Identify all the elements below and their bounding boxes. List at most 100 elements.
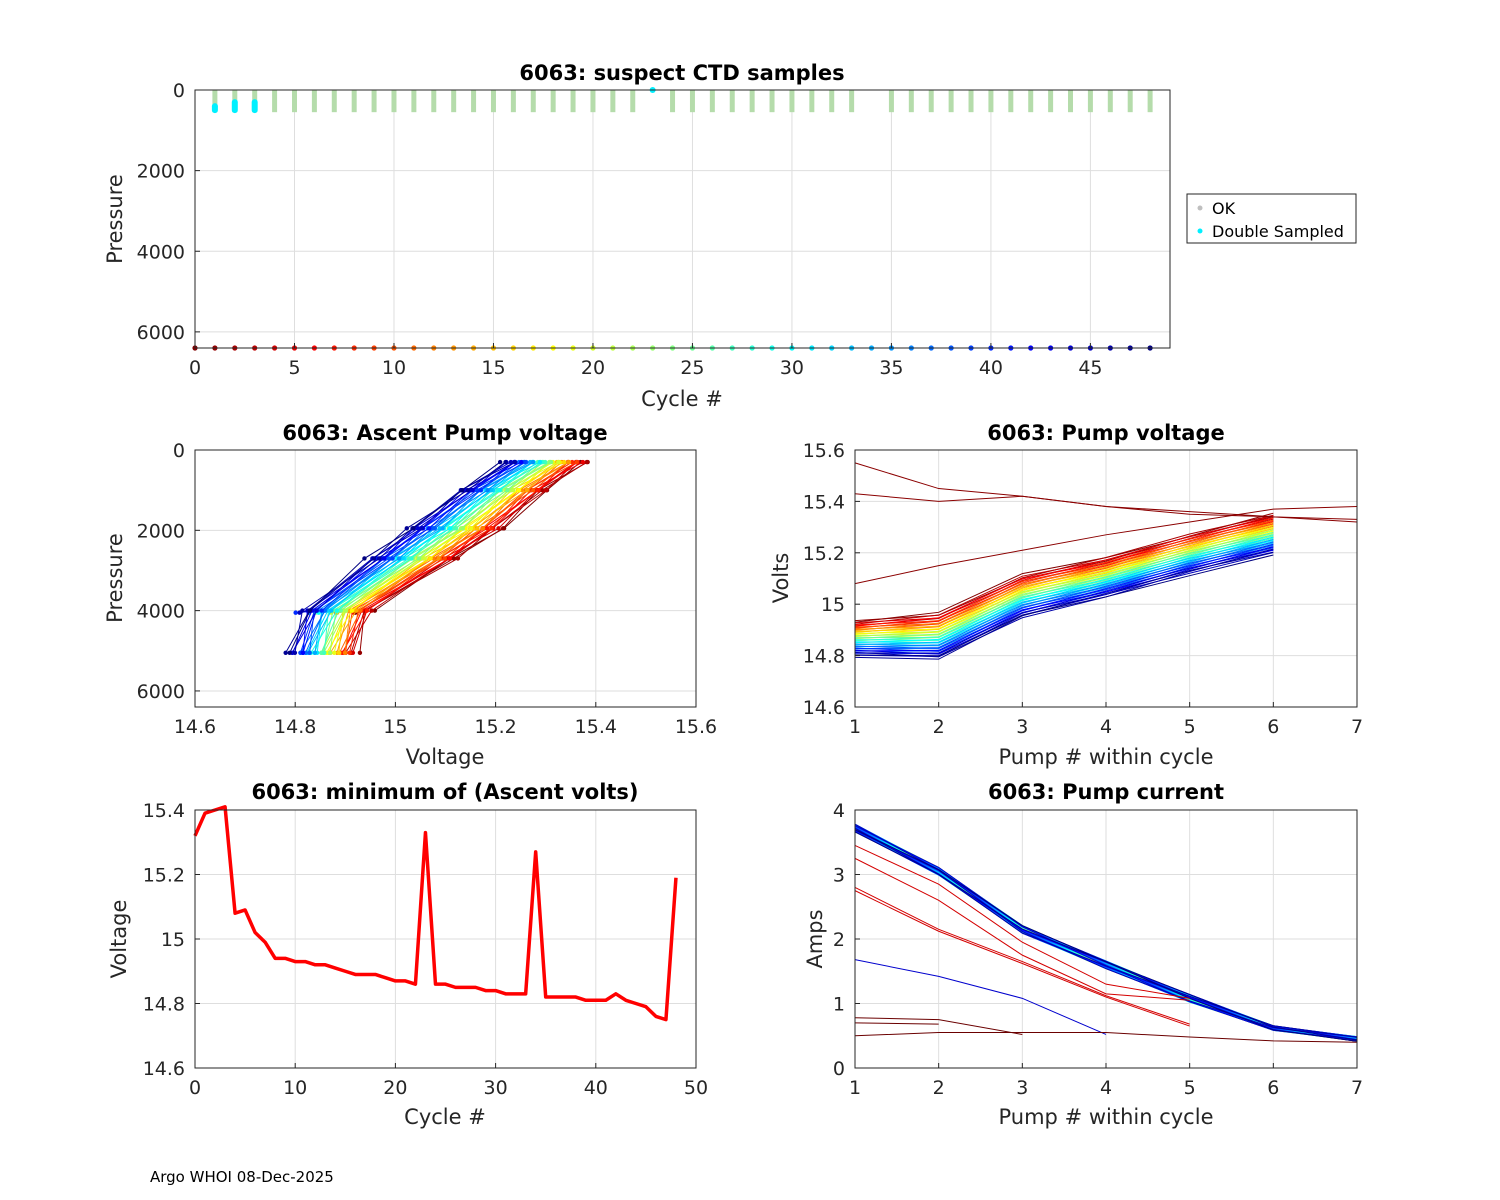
- ascent-profile-line: [339, 461, 563, 654]
- y-tick-label: 15: [821, 594, 845, 616]
- x-tick-label: 10: [283, 1077, 307, 1099]
- ascent-sample-point: [488, 487, 494, 493]
- x-tick-label: 1: [849, 1077, 861, 1099]
- ascent-sample-point: [334, 608, 340, 613]
- ascent-sample-point: [404, 526, 409, 531]
- pump-voltage-line: [854, 524, 1274, 635]
- x-tick-label: 7: [1351, 716, 1363, 738]
- pump-current-line: [854, 959, 1107, 1035]
- y-tick-label: 14.6: [143, 1058, 185, 1080]
- x-tick-label: 40: [584, 1077, 608, 1099]
- suspect-ctd-panel: 0 5 10 15 20 25 30 35 40 45 0 2000 4000 6000 6063: su…: [103, 61, 1357, 411]
- x-axis-label: Cycle #: [641, 387, 723, 411]
- ascent-sample-point: [511, 487, 516, 493]
- ascent-sample-point: [300, 608, 305, 613]
- pump-voltage-line: [854, 551, 1274, 660]
- ascent-sample-point: [566, 459, 572, 465]
- y-tick-label: 14.6: [803, 697, 845, 719]
- ascent-sample-point: [354, 608, 359, 613]
- ascent-sample-point: [292, 650, 298, 655]
- x-tick-label: 2: [933, 716, 945, 738]
- ascent-sample-point: [475, 526, 480, 531]
- ascent-sample-point: [468, 526, 474, 531]
- ascent-sample-point: [369, 608, 374, 613]
- pump-current-line: [854, 890, 1190, 1027]
- minimum-ascent-volts-panel: 0 10 20 30 40 50 14.6 14.8 15 15.2 15.4 6063: mini…: [107, 780, 708, 1129]
- ascent-sample-point: [535, 487, 541, 493]
- ascent-sample-point: [497, 459, 503, 465]
- x-tick-label: 6: [1267, 1077, 1279, 1099]
- x-axis-label: Pump # within cycle: [999, 745, 1214, 769]
- ascent-sample-point: [371, 556, 377, 561]
- ascent-profile-line: [322, 461, 552, 653]
- x-tick-label: 30: [780, 357, 804, 379]
- y-tick-label: 1: [833, 994, 845, 1016]
- ascent-sample-point: [522, 459, 527, 465]
- plot-area: [195, 90, 1170, 348]
- ascent-sample-point: [343, 608, 349, 613]
- ascent-sample-point: [556, 459, 561, 465]
- ascent-sample-point: [574, 459, 579, 465]
- pump-voltage-line: [854, 531, 1274, 642]
- ascent-sample-point: [293, 610, 298, 615]
- ascent-sample-point: [400, 556, 405, 561]
- pump-current-line: [854, 857, 1190, 1001]
- y-axis-label: Pressure: [103, 174, 127, 264]
- pump-voltage-panel: 1 2 3 4 5 6 7 14.6 14.8 15 15.2 15.4 15.6 6063: Pump…: [769, 421, 1363, 769]
- ascent-sample-point: [347, 650, 352, 655]
- ascent-sample-point: [496, 526, 501, 531]
- ascent-profile-line: [305, 461, 520, 653]
- ascent-profile-line: [309, 461, 527, 653]
- y-tick-label: 15.2: [803, 543, 845, 565]
- x-tick-label: 5: [1184, 1077, 1196, 1099]
- ascent-sample-point: [364, 608, 370, 613]
- ascent-sample-point: [519, 459, 524, 465]
- ascent-profile-line: [320, 461, 539, 653]
- ascent-sample-point: [465, 487, 470, 493]
- ascent-sample-point: [505, 487, 510, 493]
- legend-double-marker: [1197, 228, 1203, 234]
- ascent-sample-point: [358, 608, 363, 613]
- ascent-sample-point: [431, 526, 436, 531]
- x-tick-label: 3: [1016, 1077, 1028, 1099]
- ascent-sample-point: [396, 556, 402, 561]
- pump-current-line: [854, 1017, 1023, 1035]
- ascent-sample-point: [460, 526, 466, 531]
- pump-voltage-line: [854, 552, 1274, 654]
- y-tick-label: 0: [833, 1058, 845, 1080]
- pump-voltage-line: [854, 522, 1274, 633]
- ascent-sample-point: [548, 459, 554, 465]
- x-axis-label: Pump # within cycle: [999, 1105, 1214, 1129]
- ascent-sample-point: [416, 556, 422, 561]
- y-tick-label: 0: [173, 80, 185, 102]
- ascent-sample-point: [415, 526, 421, 531]
- ascent-profile-line: [342, 461, 578, 653]
- ascent-profile-line: [329, 461, 550, 653]
- ascent-sample-point: [377, 556, 382, 561]
- ascent-sample-point: [314, 608, 319, 613]
- y-tick-label: 2000: [137, 161, 185, 183]
- ascent-sample-point: [455, 556, 461, 561]
- ascent-sample-point: [524, 487, 530, 493]
- legend-double-label: Double Sampled: [1212, 222, 1344, 241]
- pump-voltage-line: [854, 527, 1274, 637]
- x-tick-label: 4: [1100, 716, 1112, 738]
- ascent-sample-point: [503, 459, 508, 465]
- x-tick-label: 15.4: [575, 716, 617, 738]
- ascent-sample-point: [561, 459, 567, 465]
- y-tick-label: 6000: [137, 681, 185, 703]
- x-tick-label: 15.2: [474, 716, 516, 738]
- legend-box: [1186, 193, 1357, 244]
- ascent-sample-point: [287, 650, 292, 655]
- ascent-sample-point: [349, 608, 355, 613]
- x-axis-label: Voltage: [406, 745, 485, 769]
- ascent-sample-point: [570, 459, 575, 465]
- x-tick-label: 1: [849, 716, 861, 738]
- ascent-profile-line: [350, 461, 588, 653]
- x-tick-label: 3: [1016, 716, 1028, 738]
- chart-title: 6063: Ascent Pump voltage: [282, 421, 607, 445]
- ascent-profile-line: [289, 461, 501, 654]
- ascent-sample-point: [362, 556, 367, 561]
- y-axis-label: Volts: [769, 553, 793, 604]
